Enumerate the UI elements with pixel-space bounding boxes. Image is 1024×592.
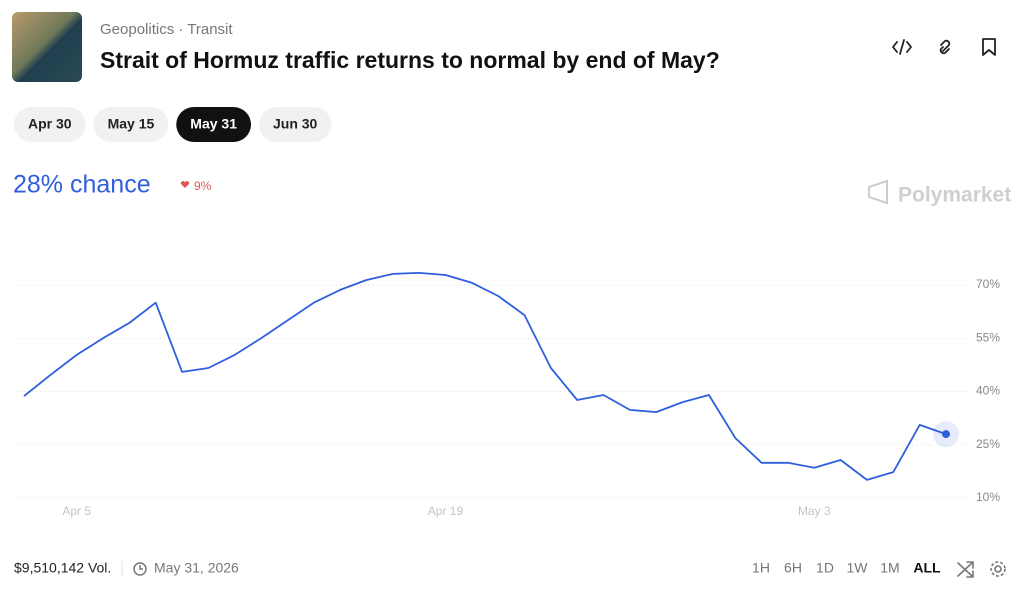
range-buttons: 1H 6H 1D 1W 1M ALL [752,560,941,576]
date-tabs: Apr 30 May 15 May 31 Jun 30 [14,107,332,142]
market-title: Strait of Hormuz traffic returns to norm… [100,47,720,73]
date-tab[interactable] [258,107,332,142]
range-button[interactable]: 6H [784,560,802,576]
price-line [23,272,947,481]
chance: 28% chance [13,171,151,199]
range-button[interactable]: 1W [847,560,869,576]
brand: Polymarket [898,184,1011,207]
date-tab-label[interactable]: May 15 [108,116,155,132]
x-tick-label: Apr 5 [62,504,91,518]
y-tick-label: 55% [976,330,1000,344]
date-tab[interactable] [14,107,86,142]
breadcrumb[interactable]: Geopolitics · Transit [100,21,233,38]
change-down-icon [180,181,190,188]
volume: $9,510,142 Vol. [14,560,111,576]
date-tab-label[interactable]: May 31 [190,116,237,132]
range-button[interactable]: 1M [880,560,899,576]
change: 9% [194,179,212,193]
date-tab-label[interactable]: Jun 30 [273,116,318,132]
shuffle-button[interactable] [957,561,974,578]
date-tab[interactable] [176,107,251,142]
last-point [942,430,950,439]
chart: 10% 25% 40% 55% 70% Apr 5 Apr 19 May 3 [12,272,1000,518]
clock-icon [133,562,147,576]
range-button[interactable]: ALL [913,560,941,576]
x-tick-label: May 3 [798,504,831,518]
y-tick-label: 70% [976,277,1000,291]
date-tab[interactable] [93,107,169,142]
embed-button[interactable] [892,39,912,55]
bookmark-button[interactable] [982,38,996,56]
date-tab-label[interactable]: Apr 30 [28,116,72,132]
end-date: May 31, 2026 [154,560,239,576]
market-thumbnail [12,12,82,82]
range-button[interactable]: 1D [816,560,834,576]
settings-button[interactable] [990,561,1006,577]
brand-logo [868,179,888,205]
link-button[interactable] [939,39,951,55]
y-tick-label: 25% [976,437,1000,451]
y-tick-label: 40% [976,384,1000,398]
range-button[interactable]: 1H [752,560,770,576]
y-tick-label: 10% [976,490,1000,504]
x-tick-label: Apr 19 [428,504,464,518]
